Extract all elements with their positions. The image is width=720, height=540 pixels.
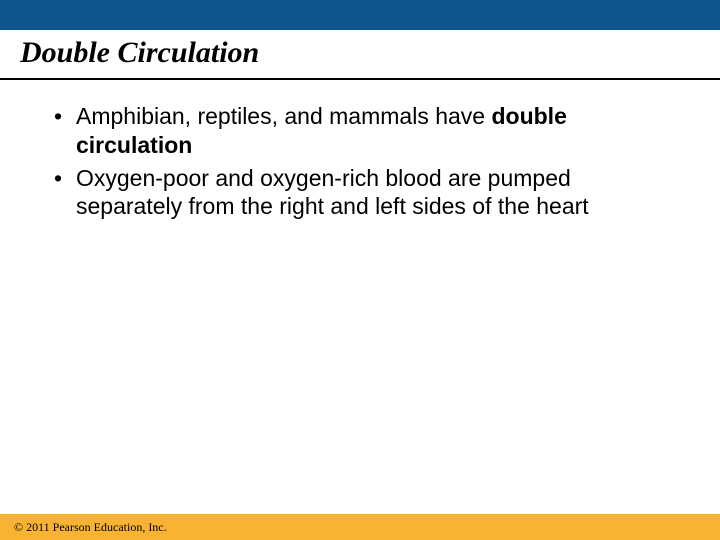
title-area: Double Circulation — [0, 30, 720, 78]
bullet-text-pre: Amphibian, reptiles, and mammals have — [76, 103, 491, 129]
bullet-item: Oxygen-poor and oxygen-rich blood are pu… — [48, 164, 672, 222]
slide-content: Amphibian, reptiles, and mammals have do… — [0, 80, 720, 221]
bullet-list: Amphibian, reptiles, and mammals have do… — [48, 102, 672, 221]
bullet-text-pre: Oxygen-poor and oxygen-rich blood are pu… — [76, 165, 589, 220]
slide-title: Double Circulation — [20, 36, 700, 70]
bullet-item: Amphibian, reptiles, and mammals have do… — [48, 102, 672, 160]
copyright-text: © 2011 Pearson Education, Inc. — [14, 520, 167, 535]
top-color-bar — [0, 0, 720, 30]
footer-bar: © 2011 Pearson Education, Inc. — [0, 514, 720, 540]
